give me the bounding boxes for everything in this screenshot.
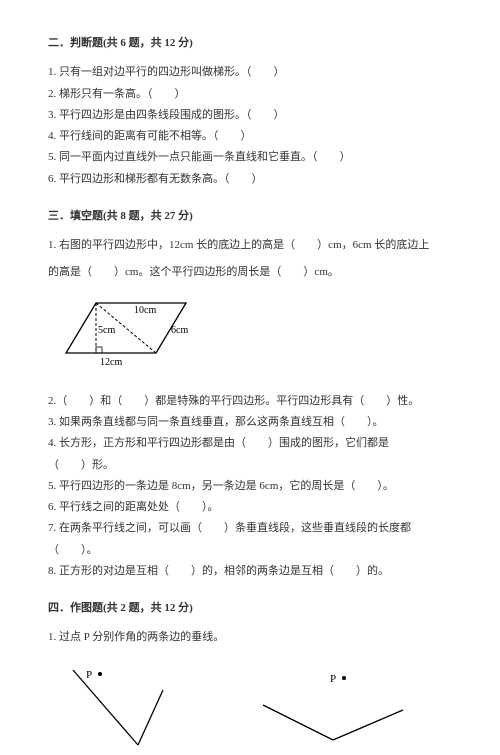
label-10cm: 10cm: [134, 305, 156, 316]
s2-item-2: 2. 梯形只有一条高。（ ）: [48, 85, 452, 104]
s3-q1-line1: 1. 右图的平行四边形中，12cm 长的底边上的高是（ ）cm，6cm 长的底边…: [48, 236, 452, 255]
label-6cm: 6cm: [171, 325, 188, 336]
s2-item-1: 1. 只有一组对边平行的四边形叫做梯形。（ ）: [48, 63, 452, 82]
s2-item-4: 4. 平行线间的距离有可能不相等。（ ）: [48, 127, 452, 146]
s3-q2: 2.（ ）和（ ）都是特殊的平行四边形。平行四边形具有（ ）性。: [48, 392, 452, 411]
s3-q7a: 7. 在两条平行线之间，可以画（ ）条垂直线段，这些垂直线段的长度都: [48, 519, 452, 538]
label-5cm: 5cm: [98, 325, 115, 336]
parallelogram-figure: 10cm 5cm 6cm 12cm: [56, 293, 452, 380]
s3-q7b: （ ）。: [48, 541, 452, 560]
s3-q3: 3. 如果两条直线都与同一条直线垂直，那么这两条直线互相（ ）。: [48, 413, 452, 432]
s2-item-3: 3. 平行四边形是由四条线段围成的图形。（ ）: [48, 106, 452, 125]
s3-q5: 5. 平行四边形的一条边是 8cm，另一条边是 6cm，它的周长是（ ）。: [48, 477, 452, 496]
angle-left: P: [68, 660, 198, 755]
s4-q1: 1. 过点 P 分别作角的两条边的垂线。: [48, 628, 452, 647]
label-12cm: 12cm: [100, 357, 122, 368]
angle-figures: P P: [68, 660, 452, 755]
s3-q6: 6. 平行线之间的距离处处（ ）。: [48, 498, 452, 517]
s3-q4b: （ ）形。: [48, 456, 452, 475]
section-4-title: 四．作图题(共 2 题，共 12 分): [48, 599, 452, 618]
s3-q8: 8. 正方形的对边是互相（ ）的，相邻的两条边是互相（ ）的。: [48, 562, 452, 581]
s3-q4a: 4. 长方形，正方形和平行四边形都是由（ ）围成的图形，它们都是: [48, 434, 452, 453]
angle-right: P: [258, 660, 408, 755]
section-2-title: 二．判断题(共 6 题，共 12 分): [48, 34, 452, 53]
section-3-title: 三．填空题(共 8 题，共 27 分): [48, 207, 452, 226]
s3-q1-line2: 的高是（ ）cm。这个平行四边形的周长是（ ）cm。: [48, 263, 452, 282]
s2-item-6: 6. 平行四边形和梯形都有无数条高。（ ）: [48, 170, 452, 189]
point-p-left: P: [86, 669, 92, 681]
s2-item-5: 5. 同一平面内过直线外一点只能画一条直线和它垂直。（ ）: [48, 148, 452, 167]
point-p-right: P: [330, 673, 336, 685]
